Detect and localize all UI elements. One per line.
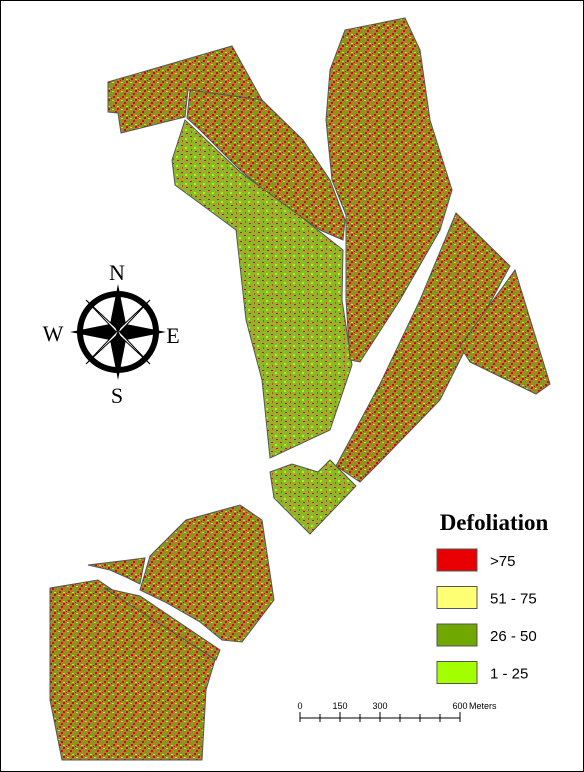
legend-title: Defoliation <box>440 510 549 535</box>
scale-unit: Meters <box>469 701 497 711</box>
scale-label: 600 <box>452 701 467 711</box>
scale-label: 150 <box>332 701 347 711</box>
compass-label: S <box>111 383 123 408</box>
legend-swatch <box>437 587 477 609</box>
parcels <box>50 18 550 760</box>
legend-swatch <box>437 549 477 571</box>
compass-label: N <box>109 260 125 285</box>
legend-label: 51 - 75 <box>490 591 537 608</box>
legend-label: >75 <box>490 553 515 570</box>
compass: N S W E <box>43 260 180 408</box>
map: N S W E Defoliation >75 51 - 75 26 - 50 1 -… <box>0 0 584 772</box>
legend-label: 26 - 50 <box>490 628 537 645</box>
compass-label: E <box>166 323 179 348</box>
legend-label: 1 - 25 <box>490 666 528 683</box>
page: N S W E Defoliation >75 51 - 75 26 - 50 1 -… <box>0 0 584 772</box>
legend: >75 51 - 75 26 - 50 1 - 25 <box>437 549 537 684</box>
scale-label: 0 <box>297 701 302 711</box>
legend-swatch <box>437 624 477 646</box>
scale-label: 300 <box>372 701 387 711</box>
legend-swatch <box>437 662 477 684</box>
compass-label: W <box>43 321 64 346</box>
